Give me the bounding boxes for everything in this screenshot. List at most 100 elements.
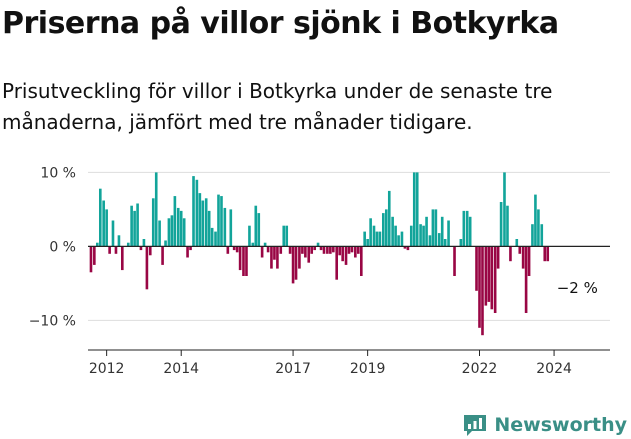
data-bar	[282, 225, 286, 247]
x-tick-label: 2012	[89, 361, 125, 377]
x-tick-label: 2022	[462, 361, 498, 377]
data-bar	[307, 246, 311, 263]
data-bar	[117, 235, 121, 247]
data-bar	[524, 246, 528, 313]
y-tick-label: 10 %	[40, 165, 76, 181]
data-bar	[459, 239, 463, 247]
data-bar	[223, 207, 227, 247]
newsworthy-logo: Newsworthy	[462, 413, 627, 437]
x-tick-label: 2019	[350, 361, 386, 377]
data-bar	[192, 176, 195, 247]
data-bar	[105, 209, 108, 247]
data-bar	[397, 235, 400, 247]
data-bar	[204, 198, 208, 247]
data-bar	[210, 227, 214, 247]
data-bar	[391, 216, 394, 247]
data-bar	[487, 246, 491, 302]
data-bar	[347, 246, 351, 254]
data-bar	[142, 239, 146, 247]
data-bar	[114, 246, 118, 254]
axes: 10 % 0 % −10 % 2012 2014 2017 2019 2022 2024 −2 %	[29, 165, 610, 377]
bar-series	[89, 172, 550, 336]
data-bar	[425, 216, 428, 247]
data-bar	[242, 246, 245, 276]
data-bar	[139, 246, 143, 251]
data-bar	[468, 216, 472, 247]
data-bar	[266, 246, 270, 253]
data-bar	[422, 225, 425, 247]
chart-subtitle: Prisutveckling för villor i Botkyrka und…	[2, 79, 553, 134]
data-bar	[521, 246, 525, 269]
data-bar	[338, 246, 341, 256]
data-bar	[98, 188, 102, 247]
data-bar	[291, 246, 295, 284]
data-bar	[341, 246, 344, 262]
data-bar	[319, 246, 323, 251]
data-bar	[158, 220, 161, 247]
data-bar	[93, 246, 96, 265]
data-bar	[412, 172, 416, 247]
data-bar	[238, 246, 242, 271]
data-bar	[294, 246, 298, 280]
data-bar	[245, 246, 248, 276]
data-bar	[366, 239, 369, 247]
data-bar	[176, 207, 180, 247]
data-bar	[251, 242, 255, 247]
data-bar	[220, 196, 223, 247]
y-tick-label: −10 %	[29, 313, 76, 329]
data-bar	[434, 209, 438, 247]
data-bar	[207, 210, 211, 247]
data-bar	[490, 246, 494, 310]
data-bar	[381, 213, 385, 247]
data-bar	[217, 194, 220, 247]
data-bar	[254, 205, 258, 247]
data-bar	[96, 242, 99, 247]
x-tick-label: 2014	[163, 361, 199, 377]
data-bar	[531, 224, 534, 247]
chart-title: Priserna på villor sjönk i Botkyrka	[2, 6, 559, 41]
data-bar	[151, 198, 155, 247]
data-bar	[406, 246, 410, 251]
data-bar	[161, 246, 164, 265]
data-bar	[462, 210, 466, 247]
data-bar	[195, 179, 199, 247]
data-bar	[506, 205, 509, 247]
data-bar	[369, 218, 372, 247]
data-bar	[534, 194, 537, 247]
data-bar	[279, 246, 283, 254]
data-bar	[344, 246, 348, 265]
data-bar	[546, 246, 550, 262]
data-bar	[285, 225, 289, 247]
data-bar	[126, 242, 130, 247]
data-bar	[387, 190, 391, 247]
data-bar	[120, 246, 124, 271]
data-bar	[301, 246, 304, 254]
data-bar	[503, 172, 506, 247]
data-bar	[403, 246, 407, 249]
data-bar	[443, 239, 447, 247]
data-bar	[363, 231, 366, 247]
data-bar	[465, 210, 469, 247]
data-bar	[354, 246, 357, 258]
data-bar	[257, 213, 261, 247]
data-bar	[130, 205, 133, 247]
data-bar	[235, 246, 239, 253]
data-bar	[304, 246, 307, 258]
data-bar	[329, 246, 332, 254]
data-bar	[136, 203, 139, 247]
data-bar	[478, 246, 481, 328]
data-bar	[263, 242, 267, 247]
data-bar	[154, 172, 158, 247]
data-bar	[133, 210, 136, 247]
data-bar	[226, 246, 230, 254]
data-bar	[260, 246, 264, 258]
data-bar	[186, 246, 189, 258]
data-bar	[229, 209, 233, 247]
data-bar	[481, 246, 484, 336]
data-bar	[484, 246, 488, 306]
data-bar	[167, 218, 171, 247]
data-bar	[173, 196, 177, 247]
data-bar	[270, 246, 273, 269]
bar-chart: 10 % 0 % −10 % 2012 2014 2017 2019 2022 2024 −2 %	[29, 165, 610, 377]
data-bar	[335, 246, 339, 280]
